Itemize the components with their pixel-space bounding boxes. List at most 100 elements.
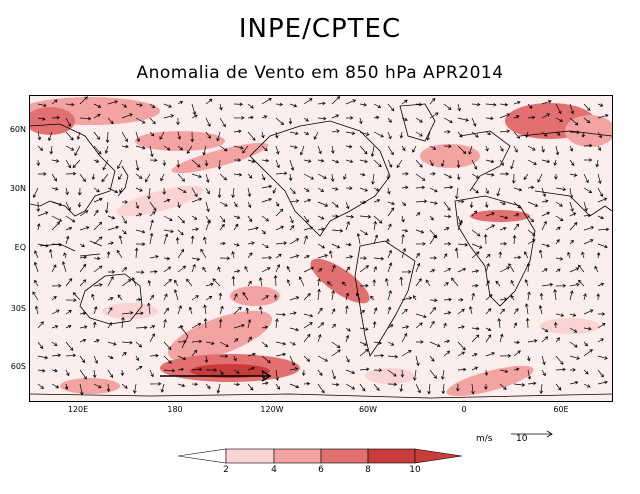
wind-vector — [429, 298, 438, 303]
wind-vector — [527, 339, 538, 343]
wind-vector — [317, 383, 325, 394]
wind-vector — [174, 279, 179, 287]
wind-vector — [425, 279, 431, 287]
wind-vector — [217, 187, 222, 199]
wind-vector — [569, 327, 578, 333]
wind-vector — [149, 294, 155, 301]
wind-vector — [191, 103, 197, 116]
wind-vector — [597, 282, 605, 287]
wind-vector — [513, 131, 521, 139]
wind-vector — [359, 283, 369, 288]
wind-vector — [457, 267, 467, 273]
wind-vector — [429, 159, 434, 167]
wind-vector — [65, 171, 77, 176]
wind-vector — [163, 355, 172, 364]
wind-vector — [301, 369, 306, 376]
wind-vector — [203, 304, 207, 315]
wind-vector — [485, 145, 489, 152]
wind-vector — [135, 131, 141, 143]
wind-vector — [541, 100, 552, 105]
wind-vector — [51, 309, 60, 315]
wind-vector — [499, 241, 507, 246]
wind-vector — [342, 281, 347, 287]
wind-vector — [401, 215, 405, 223]
wind-vector — [484, 383, 488, 390]
wind-vector — [484, 201, 489, 208]
wind-vector — [317, 173, 327, 179]
wind-vector — [345, 305, 349, 315]
wind-vector — [373, 215, 383, 224]
wind-vector — [510, 279, 515, 287]
wind-vector — [541, 243, 551, 248]
wind-vector — [149, 117, 156, 125]
wind-vector — [219, 145, 228, 152]
wind-vector — [541, 369, 546, 377]
wind-vector — [443, 185, 454, 190]
wind-vector — [121, 215, 127, 224]
wind-vector — [415, 159, 423, 168]
wind-vector — [135, 159, 140, 171]
wind-vector — [553, 288, 557, 301]
wind-vector — [526, 262, 531, 273]
lon-label-60e: 60E — [553, 405, 569, 414]
wind-vector — [163, 229, 174, 234]
wind-vector — [401, 99, 408, 105]
wind-vector — [76, 131, 81, 140]
wind-vector — [471, 131, 479, 138]
wind-vector — [569, 290, 574, 301]
wind-vector — [191, 322, 202, 329]
lon-label-120e: 120E — [67, 405, 89, 414]
wind-vector — [555, 201, 563, 207]
wind-vector — [93, 283, 103, 287]
wind-vector — [498, 251, 503, 259]
wind-vector — [107, 307, 113, 315]
wind-vector — [429, 201, 438, 205]
wind-vector — [524, 303, 529, 315]
legend-label-10: 10 — [409, 465, 421, 475]
wind-vector — [261, 341, 268, 348]
wind-vector — [105, 131, 110, 144]
wind-vector — [373, 115, 380, 120]
wind-vector — [331, 129, 340, 133]
lat-label-60n: 60N — [9, 125, 26, 134]
wind-vector — [163, 278, 172, 287]
wind-vector — [190, 235, 195, 245]
wind-vector — [317, 322, 325, 329]
wind-vector — [289, 238, 300, 245]
wind-vector — [457, 341, 466, 351]
wind-vector — [289, 159, 295, 171]
wind-vector — [429, 306, 437, 315]
wind-vector — [176, 118, 180, 126]
wind-vector — [65, 226, 73, 231]
wind-vector — [93, 221, 103, 231]
wind-vector — [49, 145, 54, 155]
wind-vector — [525, 317, 530, 329]
wind-vector — [527, 159, 537, 165]
color-legend-bar — [178, 448, 463, 464]
wind-vector — [401, 247, 407, 259]
wind-vector — [303, 313, 314, 318]
wind-vector — [499, 201, 506, 205]
wind-vector — [79, 338, 87, 343]
wind-vector — [303, 381, 311, 386]
wind-vector — [345, 99, 357, 105]
wind-vector — [289, 327, 299, 332]
wind-vector — [217, 266, 221, 273]
wind-vector — [569, 212, 577, 217]
wind-vector — [457, 367, 467, 372]
wind-vector — [471, 187, 479, 194]
wind-vector — [370, 145, 375, 158]
wind-vector — [149, 381, 162, 386]
wind-vector — [219, 354, 229, 359]
wind-vector — [583, 341, 588, 347]
wind-vector — [331, 323, 336, 329]
wind-vector — [415, 383, 421, 394]
wind-vector — [79, 263, 87, 273]
wind-vector — [116, 249, 123, 259]
wind-vector — [554, 173, 558, 180]
wind-vector — [429, 215, 434, 221]
wind-vector — [596, 293, 601, 301]
wind-vector — [578, 279, 585, 287]
wind-vector — [177, 325, 184, 329]
wind-vector — [121, 144, 129, 149]
